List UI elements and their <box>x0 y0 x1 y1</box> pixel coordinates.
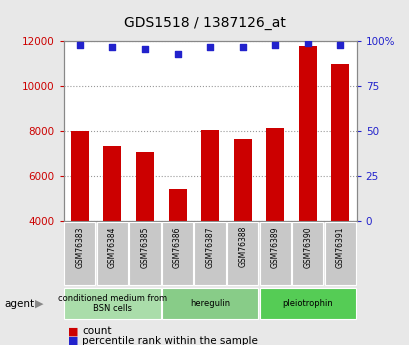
Bar <box>227 222 258 285</box>
Bar <box>194 222 225 285</box>
Text: GSM76391: GSM76391 <box>335 226 344 267</box>
Bar <box>168 189 186 221</box>
Bar <box>324 222 355 285</box>
Text: GSM76384: GSM76384 <box>108 226 117 267</box>
Text: ▶: ▶ <box>35 299 43 308</box>
Bar <box>233 139 251 221</box>
Text: ■: ■ <box>67 326 78 336</box>
Bar <box>97 222 128 285</box>
Bar <box>136 152 153 221</box>
Text: GSM76385: GSM76385 <box>140 226 149 267</box>
Text: pleiotrophin: pleiotrophin <box>282 299 333 308</box>
Point <box>109 44 115 50</box>
Text: ■: ■ <box>67 336 78 345</box>
Bar <box>129 222 160 285</box>
Bar <box>103 146 121 221</box>
Bar <box>71 131 89 221</box>
Text: count: count <box>82 326 111 336</box>
Point <box>239 44 245 50</box>
Text: GSM76386: GSM76386 <box>173 226 182 267</box>
Bar <box>201 130 218 221</box>
Point <box>142 46 148 51</box>
Bar <box>162 288 258 319</box>
Text: conditioned medium from
BSN cells: conditioned medium from BSN cells <box>58 294 166 313</box>
Text: GDS1518 / 1387126_at: GDS1518 / 1387126_at <box>124 16 285 30</box>
Text: GSM76388: GSM76388 <box>238 226 247 267</box>
Bar <box>298 46 316 221</box>
Text: GSM76390: GSM76390 <box>303 226 312 268</box>
Bar <box>64 288 160 319</box>
Point <box>304 40 310 46</box>
Point <box>76 42 83 48</box>
Point <box>271 42 278 48</box>
Text: GSM76389: GSM76389 <box>270 226 279 267</box>
Point <box>336 42 343 48</box>
Bar <box>266 128 283 221</box>
Point <box>174 51 180 57</box>
Text: GSM76383: GSM76383 <box>75 226 84 267</box>
Point <box>206 44 213 50</box>
Text: percentile rank within the sample: percentile rank within the sample <box>82 336 257 345</box>
Bar <box>292 222 323 285</box>
Text: heregulin: heregulin <box>190 299 229 308</box>
Bar <box>259 288 355 319</box>
Text: agent: agent <box>4 299 34 308</box>
Bar <box>330 64 348 221</box>
Bar <box>259 222 290 285</box>
Bar <box>64 222 95 285</box>
Bar <box>162 222 193 285</box>
Text: GSM76387: GSM76387 <box>205 226 214 267</box>
